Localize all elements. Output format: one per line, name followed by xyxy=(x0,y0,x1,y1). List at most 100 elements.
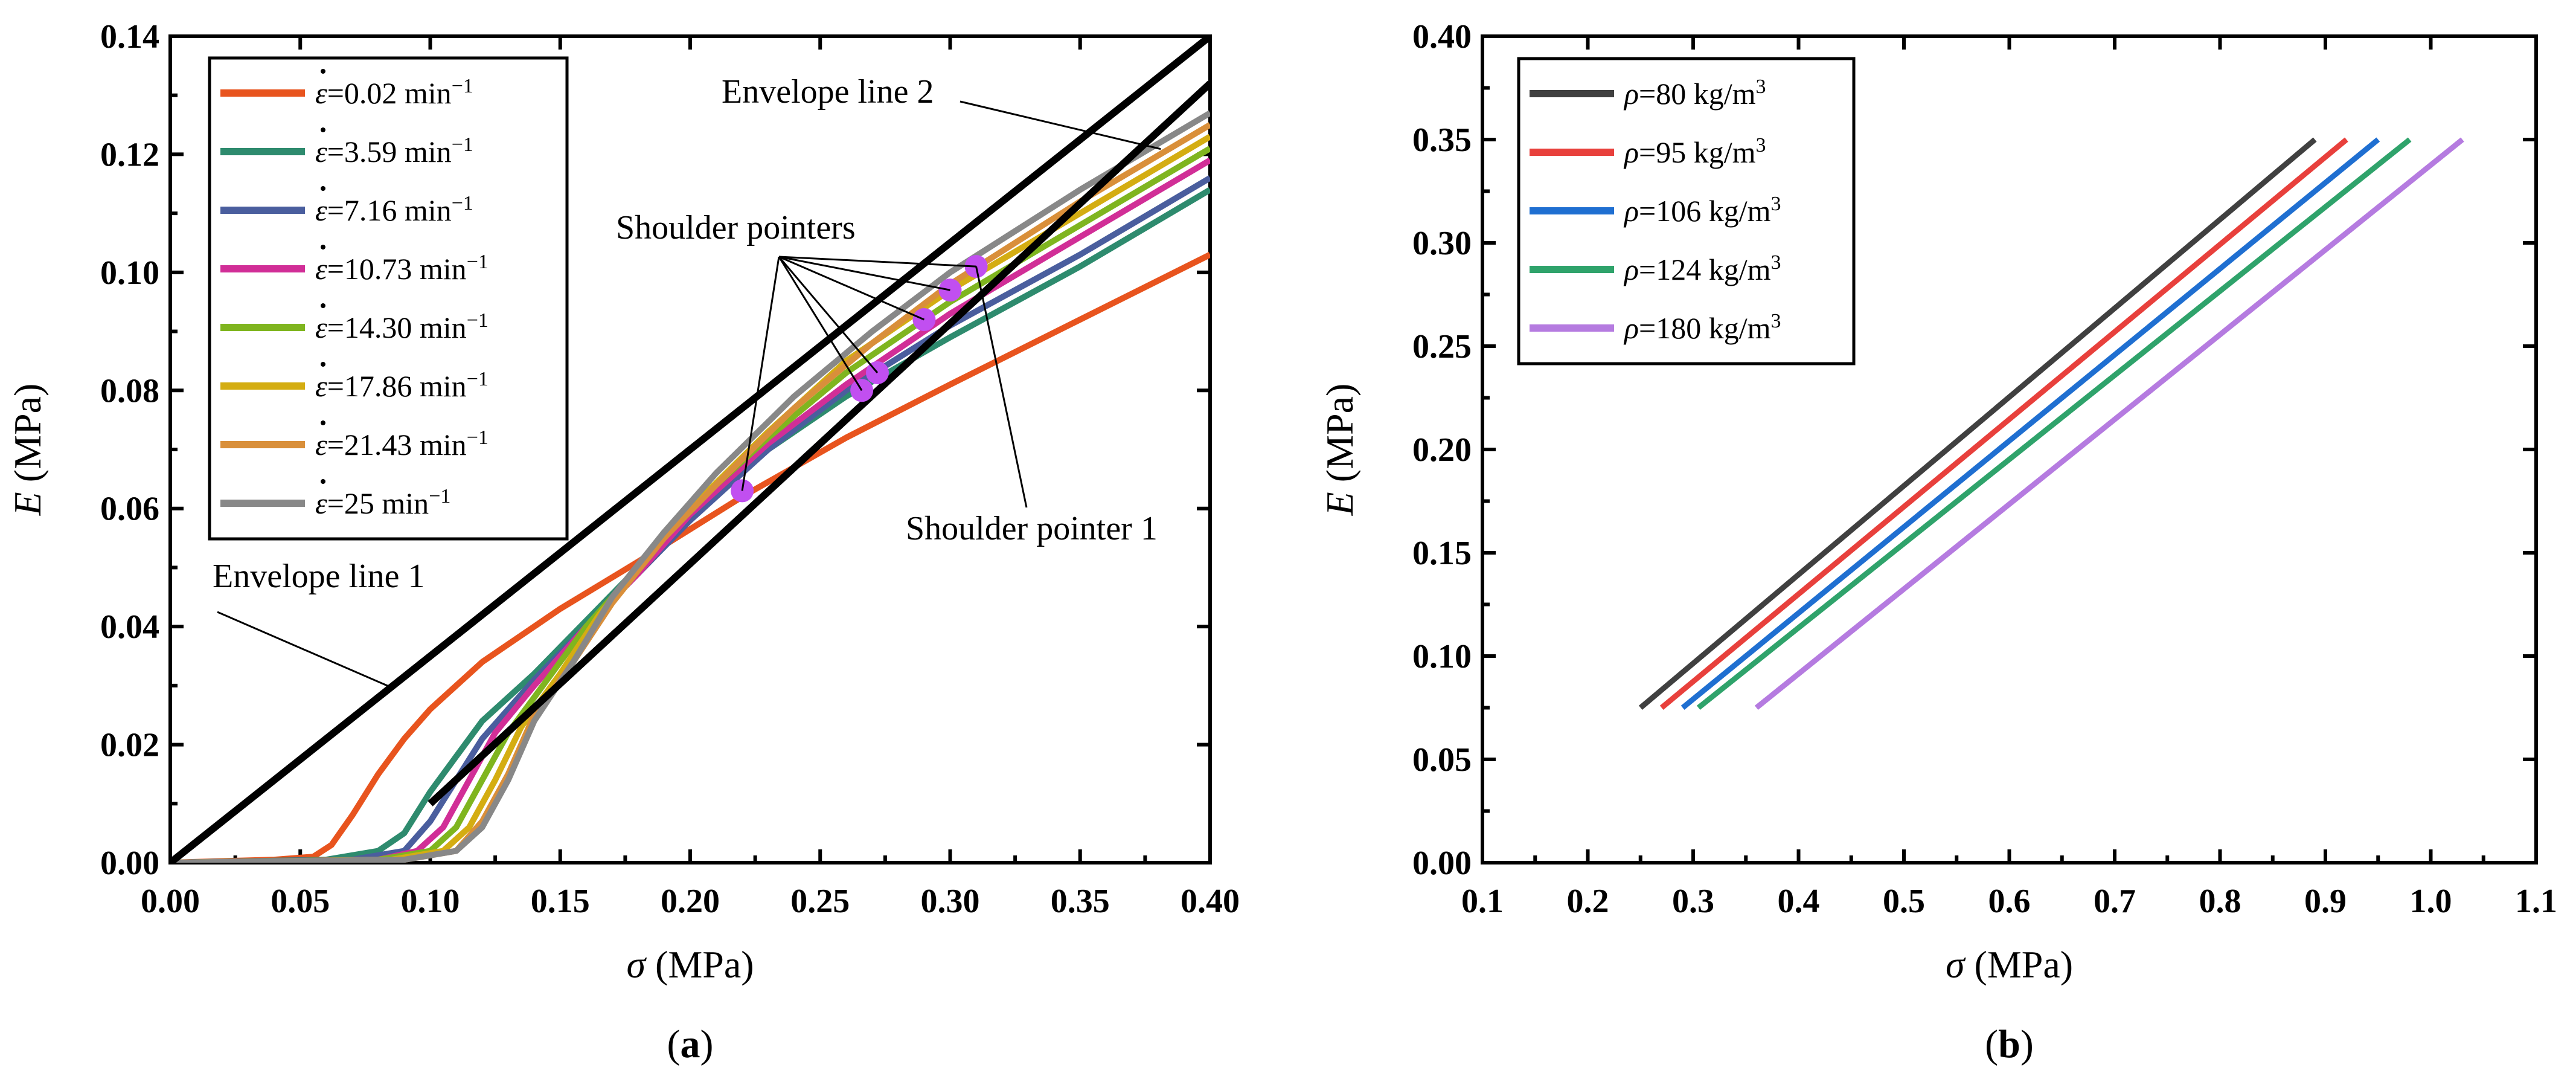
y-axis-unit: (MPa) xyxy=(6,384,49,492)
x-axis-unit: (MPa) xyxy=(1965,943,2074,986)
panel-letter: b xyxy=(1998,1022,2020,1066)
panel-paren-close: ) xyxy=(2020,1022,2034,1066)
strain-rate-dot xyxy=(321,362,325,367)
legend-label: ρ=80 kg/m3 xyxy=(1623,76,1766,111)
legend-exponent: −1 xyxy=(467,368,489,390)
x-axis-symbol: σ xyxy=(626,943,647,986)
x-axis-unit: (MPa) xyxy=(646,943,754,986)
y-tick-label: 0.02 xyxy=(100,727,159,764)
y-tick-label: 0.12 xyxy=(100,136,159,173)
legend-symbol: ε xyxy=(315,252,327,286)
legend-symbol: ε xyxy=(315,428,327,462)
legend-symbol: ε xyxy=(315,76,327,110)
y-axis-title: E (MPa) xyxy=(6,384,49,517)
legend-symbol: ε xyxy=(315,486,327,520)
legend-label: ε=3.59 min−1 xyxy=(315,134,473,169)
legend-value: =95 kg/m xyxy=(1639,135,1756,169)
x-tick-label: 0.15 xyxy=(531,883,590,920)
legend-symbol: ε xyxy=(315,369,327,403)
legend-value: =180 kg/m xyxy=(1639,311,1771,345)
legend-symbol: ε xyxy=(315,311,327,344)
legend-value: =106 kg/m xyxy=(1639,194,1771,228)
legend-symbol: ρ xyxy=(1623,194,1639,228)
shoulder-pointer-leader xyxy=(778,256,879,373)
legend-exponent: −1 xyxy=(452,192,473,214)
shoulder-pointer-leader xyxy=(778,256,863,391)
y-tick-label: 0.00 xyxy=(1412,845,1472,882)
legend-label: ε=10.73 min−1 xyxy=(315,251,489,286)
y-axis-unit: (MPa) xyxy=(1318,384,1361,492)
legend-label: ε=25 min−1 xyxy=(315,485,450,521)
legend-symbol: ρ xyxy=(1623,311,1639,345)
legend-value: =124 kg/m xyxy=(1639,253,1771,286)
legend-value: =0.02 min xyxy=(327,76,452,110)
legend-label: ε=14.30 min−1 xyxy=(315,309,489,345)
x-tick-label: 0.25 xyxy=(790,883,850,920)
x-tick-label: 1.0 xyxy=(2410,883,2452,920)
legend-exponent: 3 xyxy=(1770,251,1781,274)
legend-exponent: −1 xyxy=(467,309,489,332)
series-line-1 xyxy=(1659,137,2348,710)
shoulder-pointer-leader xyxy=(778,256,950,291)
x-tick-label: 0.9 xyxy=(2304,883,2347,920)
legend-symbol: ρ xyxy=(1623,253,1639,286)
legend-value: =14.30 min xyxy=(327,311,467,344)
y-tick-label: 0.14 xyxy=(100,18,159,56)
series-line-0 xyxy=(1638,137,2317,710)
panel-label: (b) xyxy=(1985,1022,2034,1066)
y-axis-symbol: E xyxy=(1318,492,1361,516)
legend-value: =25 min xyxy=(327,486,429,520)
x-tick-label: 0.05 xyxy=(271,883,330,920)
series-line-3 xyxy=(1696,137,2412,710)
shoulder-pointer-1-label: Shoulder pointer 1 xyxy=(906,510,1158,547)
x-axis-title: σ (MPa) xyxy=(626,943,754,986)
x-tick-label: 0.3 xyxy=(1672,883,1714,920)
panel-b: 0.1 0.2 0.3 0.4 0.5 0.6 0.7 0.8 0.9 1.0 1.1 0.00 0.0… xyxy=(1318,18,2557,1066)
y-tick-label: 0.04 xyxy=(100,608,159,646)
legend-label: ρ=106 kg/m3 xyxy=(1623,193,1781,228)
envelope-line-1-label: Envelope line 1 xyxy=(213,558,425,595)
legend-label: ρ=124 kg/m3 xyxy=(1623,251,1781,287)
strain-rate-dot xyxy=(321,186,325,191)
legend-label: ε=17.86 min−1 xyxy=(315,368,489,404)
plot-area xyxy=(1638,137,2464,710)
legend-exponent: 3 xyxy=(1770,310,1781,332)
strain-rate-dot xyxy=(321,245,325,250)
y-tick-label: 0.35 xyxy=(1412,121,1472,159)
legend-box xyxy=(208,56,569,541)
legend-label: ε=7.16 min−1 xyxy=(315,192,473,228)
x-tick-label: 0.8 xyxy=(2199,883,2241,920)
panel-letter: a xyxy=(681,1022,700,1066)
legend-exponent: −1 xyxy=(452,134,473,156)
y-tick-label: 0.00 xyxy=(100,845,159,882)
legend-symbol: ε xyxy=(315,193,327,227)
y-tick-label: 0.25 xyxy=(1412,328,1472,365)
y-tick-label: 0.10 xyxy=(100,254,159,292)
legend-label: ε=0.02 min−1 xyxy=(315,75,473,111)
legend-value: =10.73 min xyxy=(327,252,467,286)
strain-rate-dot xyxy=(321,69,325,74)
panel-paren-close: ) xyxy=(700,1022,714,1066)
x-tick-label: 0.30 xyxy=(921,883,980,920)
strain-rate-dot xyxy=(321,303,325,308)
legend-label: ρ=180 kg/m3 xyxy=(1623,310,1781,346)
y-tick-label: 0.15 xyxy=(1412,535,1472,572)
legend-value: =17.86 min xyxy=(327,369,467,403)
series-line-0 xyxy=(170,252,1210,863)
y-tick-label: 0.06 xyxy=(100,491,159,528)
envelope-line-2 xyxy=(428,80,1210,807)
legend-exponent: 3 xyxy=(1755,76,1766,98)
legend-symbol: ρ xyxy=(1623,77,1639,111)
x-axis-symbol: σ xyxy=(1946,943,1966,986)
legend-exponent: 3 xyxy=(1770,193,1781,215)
legend-exponent: −1 xyxy=(467,251,489,273)
panel-paren-open: ( xyxy=(1985,1022,1998,1066)
x-tick-label: 0.5 xyxy=(1883,883,1925,920)
shoulder-pointer-leader xyxy=(778,256,925,321)
shoulder-pointers-label: Shoulder pointers xyxy=(616,209,856,246)
x-tick-label: 0.6 xyxy=(1988,883,2031,920)
x-axis-title: σ (MPa) xyxy=(1946,943,2073,986)
y-tick-label: 0.20 xyxy=(1412,431,1472,469)
panel-paren-open: ( xyxy=(667,1022,681,1066)
